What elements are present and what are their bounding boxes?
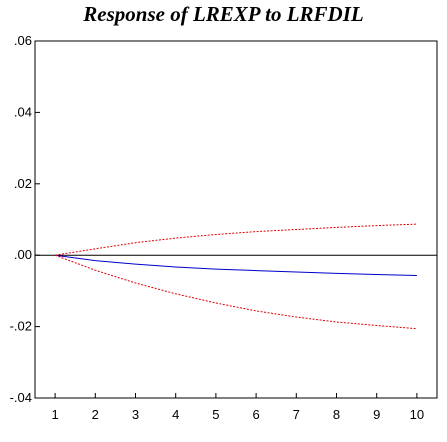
x-tick-label: 1	[51, 407, 58, 422]
y-tick-label: .00	[14, 247, 32, 262]
y-axis: -.04 -.02 .00 .02 .04 .06	[10, 33, 40, 405]
y-tick-label: -.04	[10, 390, 32, 405]
x-tick-label: 2	[92, 407, 99, 422]
x-tick-label: 7	[293, 407, 300, 422]
plot-frame	[34, 40, 438, 399]
x-tick-label: 5	[212, 407, 219, 422]
y-tick-label: -.02	[10, 319, 32, 334]
x-tick-label: 8	[333, 407, 340, 422]
x-tick-label: 6	[252, 407, 259, 422]
y-tick-label: .02	[14, 176, 32, 191]
upper-band-line	[55, 223, 417, 256]
x-tick-label: 3	[132, 407, 139, 422]
y-tick-label: .06	[14, 33, 32, 48]
x-axis: 1 2 3 4 5 6 7 8 9 10	[51, 393, 424, 422]
lower-band-line	[54, 254, 417, 330]
x-tick-label: 9	[373, 407, 380, 422]
x-tick-label: 4	[172, 407, 179, 422]
chart-title: Response of LREXP to LRFDIL	[83, 2, 364, 26]
response-line	[55, 254, 417, 276]
series-layer	[54, 223, 417, 330]
x-tick-label: 10	[410, 407, 424, 422]
y-tick-label: .04	[14, 104, 32, 119]
